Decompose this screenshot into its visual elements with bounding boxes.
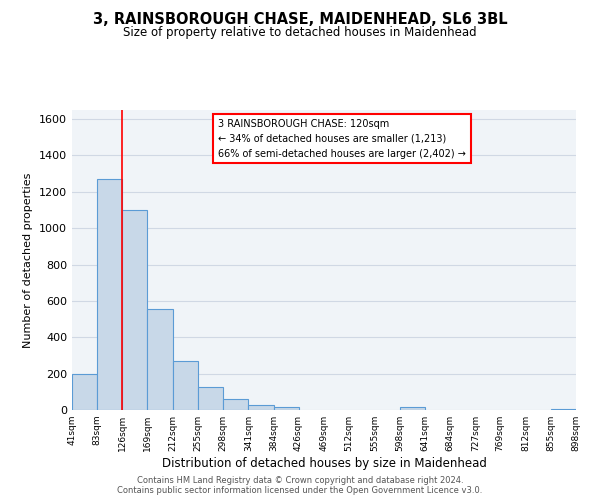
Bar	[72, 374, 97, 410]
Bar	[274, 406, 299, 410]
Text: 3 RAINSBOROUGH CHASE: 120sqm
← 34% of detached houses are smaller (1,213)
66% of: 3 RAINSBOROUGH CHASE: 120sqm ← 34% of de…	[218, 119, 466, 158]
Bar	[223, 399, 248, 410]
X-axis label: Distribution of detached houses by size in Maidenhead: Distribution of detached houses by size …	[161, 457, 487, 470]
Bar	[147, 309, 173, 410]
Bar	[173, 361, 198, 410]
Y-axis label: Number of detached properties: Number of detached properties	[23, 172, 34, 348]
Bar	[248, 404, 274, 410]
Text: Size of property relative to detached houses in Maidenhead: Size of property relative to detached ho…	[123, 26, 477, 39]
Text: 3, RAINSBOROUGH CHASE, MAIDENHEAD, SL6 3BL: 3, RAINSBOROUGH CHASE, MAIDENHEAD, SL6 3…	[92, 12, 508, 28]
Bar	[551, 409, 576, 410]
Bar	[198, 388, 223, 410]
Bar	[122, 210, 147, 410]
Bar	[400, 406, 425, 410]
Bar	[97, 179, 122, 410]
Text: Contains HM Land Registry data © Crown copyright and database right 2024.
Contai: Contains HM Land Registry data © Crown c…	[118, 476, 482, 495]
